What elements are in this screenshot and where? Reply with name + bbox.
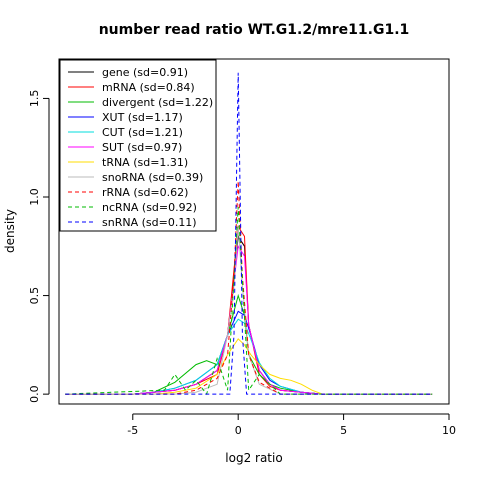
legend-label: snoRNA (sd=0.39) — [102, 171, 203, 184]
plot-area — [65, 72, 433, 396]
legend-label: CUT (sd=1.21) — [102, 126, 183, 139]
plot-frame — [58, 58, 450, 405]
legend-label: XUT (sd=1.17) — [102, 111, 183, 124]
series-line-2 — [65, 293, 433, 395]
legend-label: rRNA (sd=0.62) — [102, 186, 188, 199]
legend-label: ncRNA (sd=0.92) — [102, 201, 197, 214]
legend-label: gene (sd=0.91) — [102, 66, 188, 79]
y-tick-label: 1.5 — [28, 90, 41, 108]
x-tick-label: -5 — [127, 424, 138, 437]
legend-box — [59, 59, 217, 232]
y-axis: 0.0 0.5 1.0 1.5 — [28, 90, 50, 403]
legend-label: snRNA (sd=0.11) — [102, 216, 197, 229]
y-axis-label: density — [3, 209, 17, 253]
x-tick-label: 5 — [340, 424, 347, 437]
series-line-10 — [65, 72, 433, 395]
legend-label: divergent (sd=1.22) — [102, 96, 213, 109]
x-tick-label: 10 — [442, 424, 456, 437]
y-tick-label: 1.0 — [28, 188, 41, 206]
series-line-6 — [65, 338, 433, 395]
x-tick-label: 0 — [235, 424, 242, 437]
chart-title: number read ratio WT.G1.2/mre11.G1.1 — [99, 22, 410, 38]
legend-label: tRNA (sd=1.31) — [102, 156, 188, 169]
y-tick-label: 0.5 — [28, 287, 41, 305]
y-tick-label: 0.0 — [28, 385, 41, 403]
x-axis-label: log2 ratio — [225, 451, 282, 465]
series-line-9 — [65, 206, 433, 396]
series-line-8 — [65, 181, 433, 395]
series-line-1 — [65, 225, 433, 395]
series-line-4 — [65, 318, 433, 395]
series-line-5 — [65, 244, 433, 395]
series-line-7 — [65, 226, 433, 395]
legend: gene (sd=0.91) mRNA (sd=0.84) divergent (s… — [59, 59, 217, 232]
x-axis: -5 0 5 10 — [127, 413, 456, 437]
legend-label: mRNA (sd=0.84) — [102, 81, 195, 94]
legend-label: SUT (sd=0.97) — [102, 141, 182, 154]
